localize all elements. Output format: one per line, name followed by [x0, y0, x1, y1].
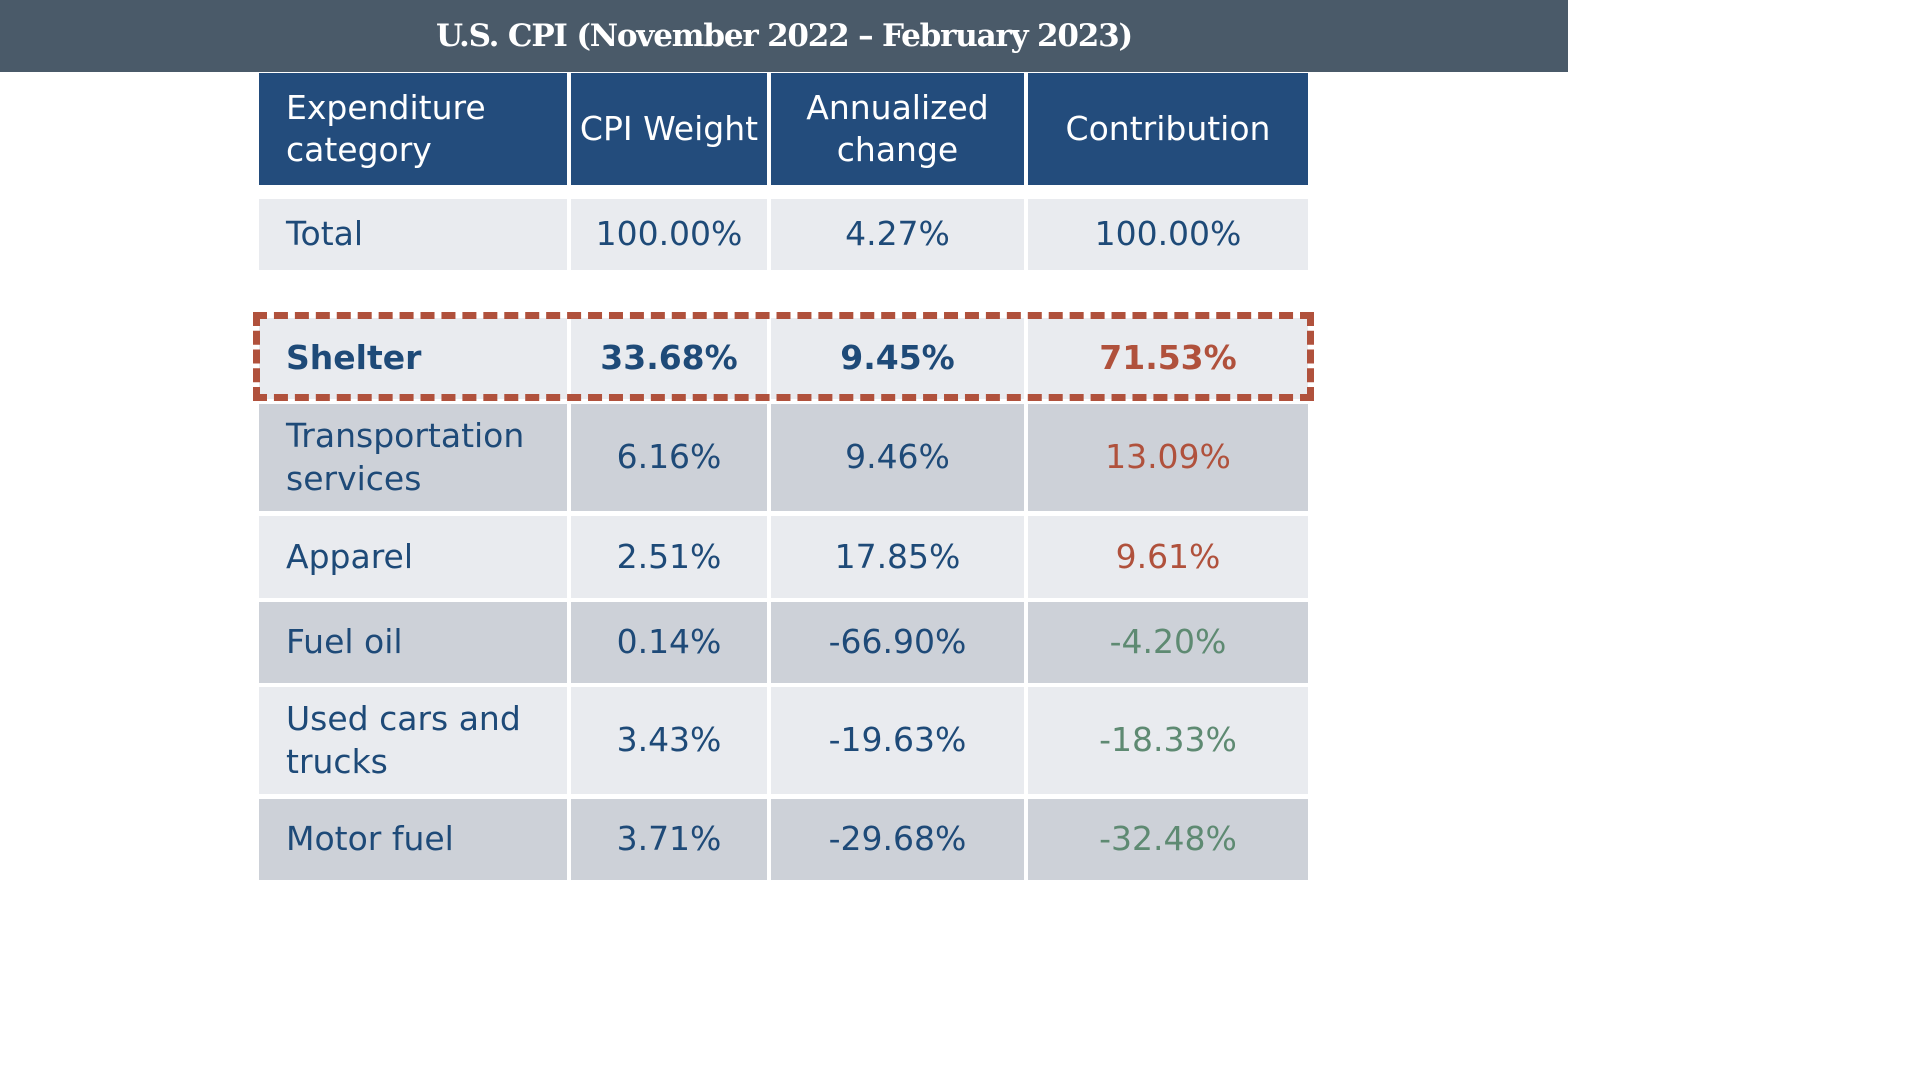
cell-fuel-oil-contribution: -4.20%: [1028, 602, 1308, 683]
cell-total-contribution: 100.00%: [1028, 199, 1308, 270]
cell-motor-fuel-weight: 3.71%: [571, 799, 767, 880]
header-change: Annualized change: [771, 73, 1024, 185]
cell-motor-fuel-category: Motor fuel: [259, 799, 567, 880]
cell-transportation-services-weight: 6.16%: [571, 404, 767, 511]
chart-title: U.S. CPI (November 2022 – February 2023): [436, 18, 1133, 54]
cell-apparel-weight: 2.51%: [571, 516, 767, 598]
cell-used-cars-and-trucks-change: -19.63%: [771, 687, 1024, 794]
cell-total-weight: 100.00%: [571, 199, 767, 270]
cell-total-change: 4.27%: [771, 199, 1024, 270]
cell-transportation-services-category: Transportation services: [259, 404, 567, 511]
cell-motor-fuel-change: -29.68%: [771, 799, 1024, 880]
cell-total-category: Total: [259, 199, 567, 270]
cell-fuel-oil-category: Fuel oil: [259, 602, 567, 683]
cell-transportation-services-contribution: 13.09%: [1028, 404, 1308, 511]
cell-apparel-contribution: 9.61%: [1028, 516, 1308, 598]
cell-transportation-services-change: 9.46%: [771, 404, 1024, 511]
cell-used-cars-and-trucks-weight: 3.43%: [571, 687, 767, 794]
cell-used-cars-and-trucks-contribution: -18.33%: [1028, 687, 1308, 794]
header-category: Expenditure category: [259, 73, 567, 185]
cell-shelter-contribution: 71.53%: [1028, 318, 1308, 399]
header-contribution: Contribution: [1028, 73, 1308, 185]
title-bar: U.S. CPI (November 2022 – February 2023): [0, 0, 1568, 72]
cell-used-cars-and-trucks-category: Used cars and trucks: [259, 687, 567, 794]
cell-shelter-change: 9.45%: [771, 318, 1024, 399]
cell-fuel-oil-weight: 0.14%: [571, 602, 767, 683]
cell-fuel-oil-change: -66.90%: [771, 602, 1024, 683]
header-weight: CPI Weight: [571, 73, 767, 185]
cell-shelter-category: Shelter: [259, 318, 567, 399]
cell-motor-fuel-contribution: -32.48%: [1028, 799, 1308, 880]
cell-shelter-weight: 33.68%: [571, 318, 767, 399]
cell-apparel-change: 17.85%: [771, 516, 1024, 598]
cell-apparel-category: Apparel: [259, 516, 567, 598]
